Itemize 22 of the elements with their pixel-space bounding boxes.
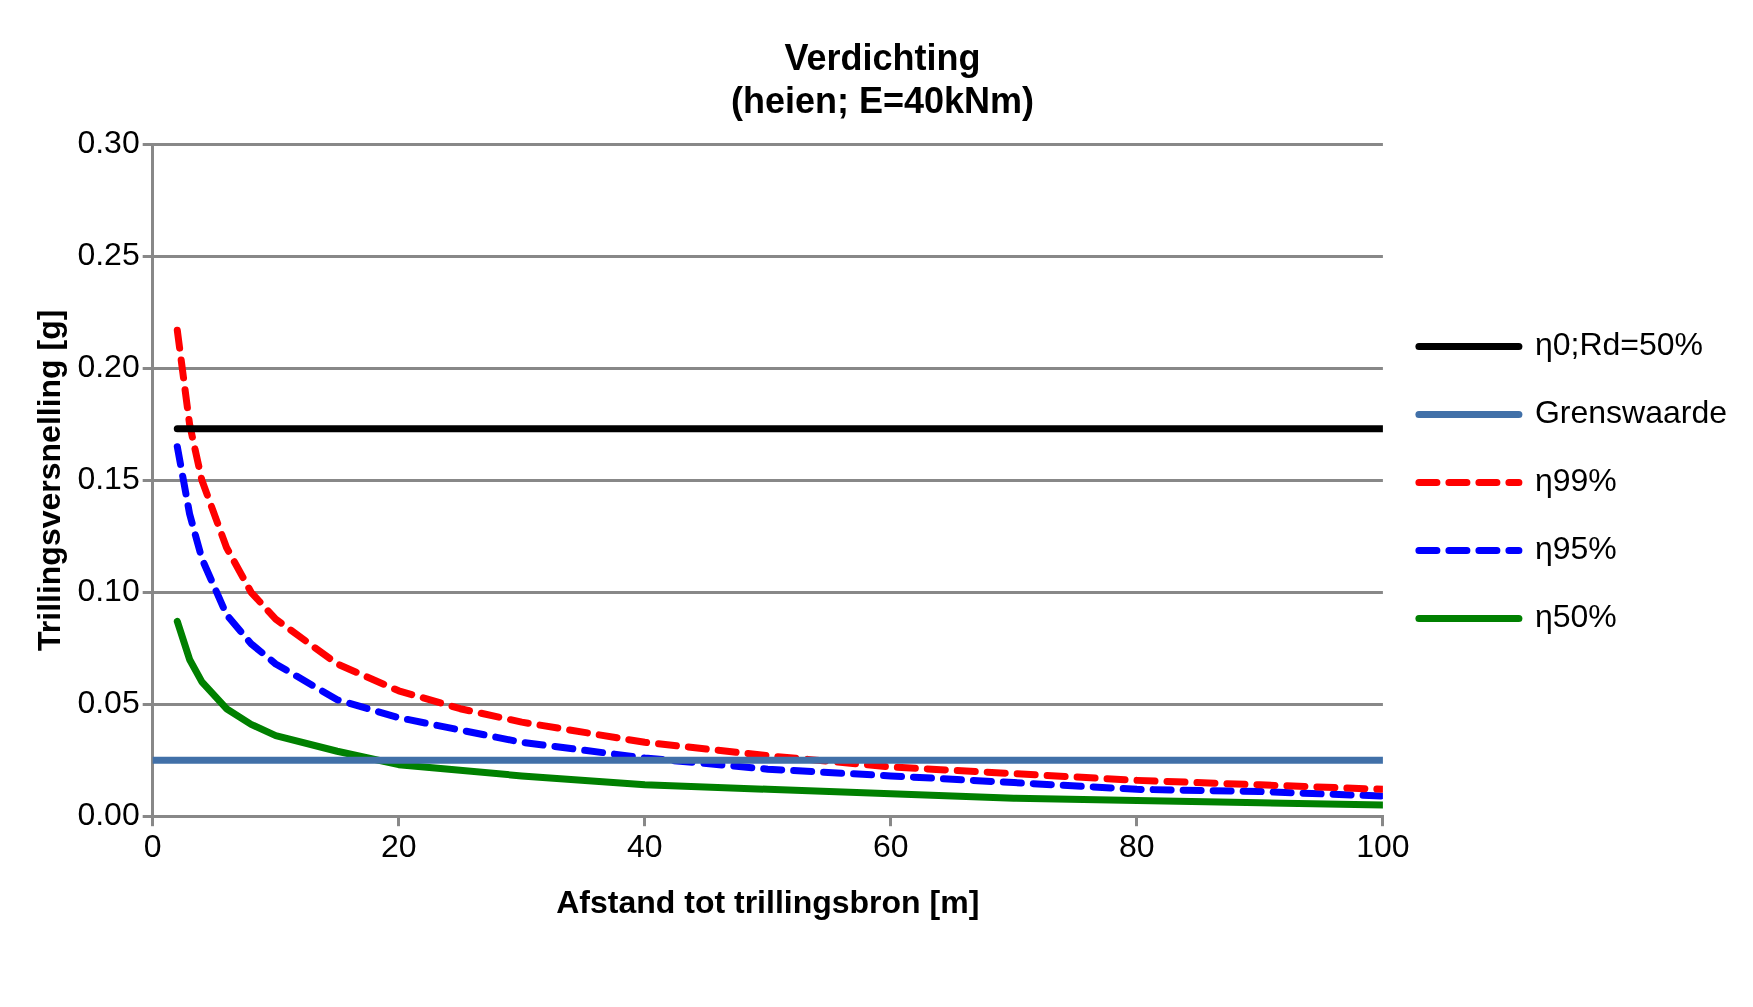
y-tick-label: 0.25 xyxy=(77,236,140,273)
x-tick-label: 40 xyxy=(626,828,663,865)
x-tick-label: 100 xyxy=(1356,828,1410,865)
legend-label: η95% xyxy=(1534,530,1617,567)
legend-label: η99% xyxy=(1534,462,1617,499)
x-axis-title: Afstand tot trillingsbron [m] xyxy=(556,883,980,920)
y-tick-label: 0.00 xyxy=(77,796,140,833)
legend-label: Grenswaarde xyxy=(1534,394,1727,431)
text: Verdichting xyxy=(784,36,981,78)
y-tick-label: 0.30 xyxy=(77,124,140,161)
y-axis-title: Trillingsversnelling [g] xyxy=(31,309,68,651)
text: (heien; E=40kNm) xyxy=(730,79,1035,121)
x-tick-label: 0 xyxy=(143,828,162,865)
y-tick-label: 0.05 xyxy=(77,684,140,721)
x-tick-label: 20 xyxy=(380,828,417,865)
y-tick-label: 0.10 xyxy=(77,572,140,609)
x-tick-label: 80 xyxy=(1119,828,1155,865)
legend-label: η50% xyxy=(1534,598,1617,635)
x-tick-label: 60 xyxy=(873,828,909,865)
y-tick-label: 0.20 xyxy=(77,348,140,385)
legend-label: η0;Rd=50% xyxy=(1534,326,1704,363)
y-tick-label: 0.15 xyxy=(77,460,140,497)
